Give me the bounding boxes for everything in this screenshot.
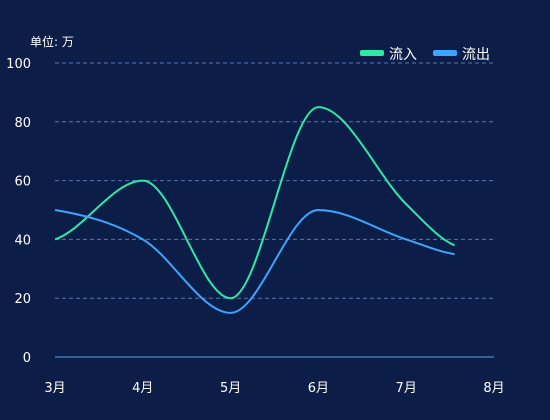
x-tick-label: 7月 bbox=[396, 381, 417, 396]
legend-item-1[interactable]: 流出 bbox=[433, 47, 490, 63]
grid-lines bbox=[55, 62, 494, 299]
series-line-1 bbox=[54, 208, 455, 314]
x-tick-label: 4月 bbox=[132, 381, 153, 396]
x-tick-label: 3月 bbox=[44, 381, 65, 396]
legend-swatch bbox=[433, 50, 457, 56]
legend-label: 流出 bbox=[462, 47, 490, 63]
y-tick-label: 100 bbox=[6, 57, 31, 72]
series-line-0 bbox=[54, 106, 455, 300]
unit-label: 单位: 万 bbox=[30, 34, 74, 49]
legend[interactable]: 流入 流出 bbox=[360, 47, 490, 63]
x-tick-label: 8月 bbox=[483, 381, 504, 396]
y-tick-label: 60 bbox=[14, 175, 31, 190]
x-tick-label: 6月 bbox=[308, 381, 329, 396]
series-lines bbox=[54, 106, 455, 314]
legend-label: 流入 bbox=[389, 47, 417, 63]
y-tick-label: 40 bbox=[14, 233, 31, 248]
y-tick-label: 20 bbox=[14, 292, 31, 307]
legend-item-0[interactable]: 流入 bbox=[360, 47, 417, 63]
legend-swatch bbox=[360, 50, 384, 56]
y-tick-label: 80 bbox=[14, 116, 31, 131]
x-tick-labels: 3月 4月 5月 6月 7月 8月 bbox=[44, 381, 504, 396]
x-tick-label: 5月 bbox=[220, 381, 241, 396]
y-tick-label: 0 bbox=[23, 351, 31, 366]
y-tick-labels: 0 20 40 60 80 100 bbox=[6, 57, 31, 366]
